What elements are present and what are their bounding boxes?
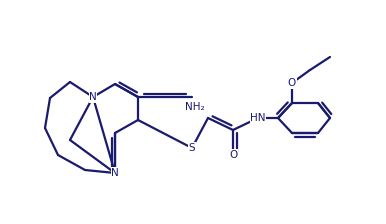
Text: O: O [229,150,237,160]
Text: N: N [89,92,97,102]
Text: N: N [111,168,119,178]
Text: NH₂: NH₂ [185,102,205,112]
Text: O: O [288,78,296,88]
Text: S: S [189,143,195,153]
Text: HN: HN [250,113,266,123]
